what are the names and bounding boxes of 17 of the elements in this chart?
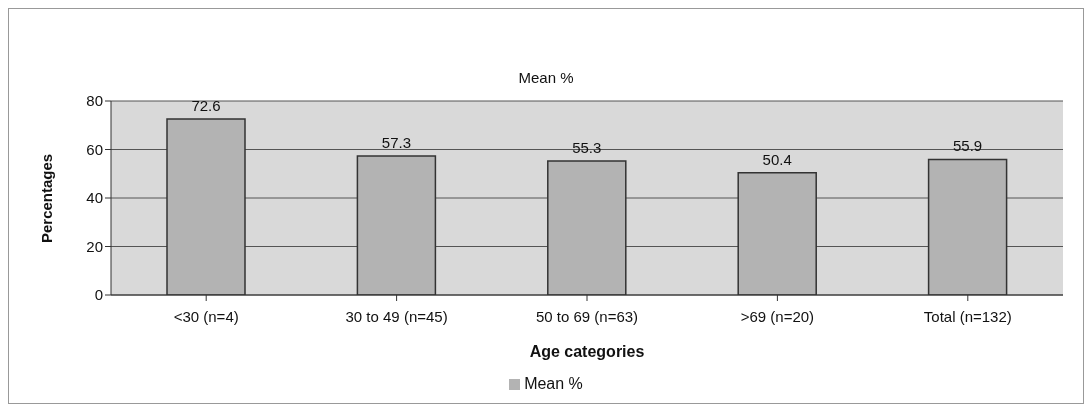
y-axis-title: Percentages (38, 153, 56, 243)
x-tick-label: 30 to 49 (n=45) (345, 307, 448, 325)
data-label: 50.4 (762, 150, 792, 168)
x-axis-title: Age categories (529, 343, 645, 360)
x-tick-label: >69 (n=20) (740, 307, 815, 325)
y-tick-label: 60 (86, 140, 103, 158)
data-label: 57.3 (381, 134, 411, 152)
legend-label: Mean % (524, 375, 583, 392)
y-tick-label: 80 (86, 92, 103, 110)
y-tick-label: 40 (86, 189, 103, 207)
data-label: 72.6 (191, 96, 221, 114)
y-tick-label: 0 (94, 286, 103, 304)
chart-title: Mean % (517, 69, 575, 86)
x-tick-label: Total (n=132) (923, 307, 1012, 325)
x-tick-label: <30 (n=4) (173, 307, 239, 325)
y-tick-label: 20 (86, 237, 103, 255)
x-tick-label: 50 to 69 (n=63) (535, 307, 639, 325)
